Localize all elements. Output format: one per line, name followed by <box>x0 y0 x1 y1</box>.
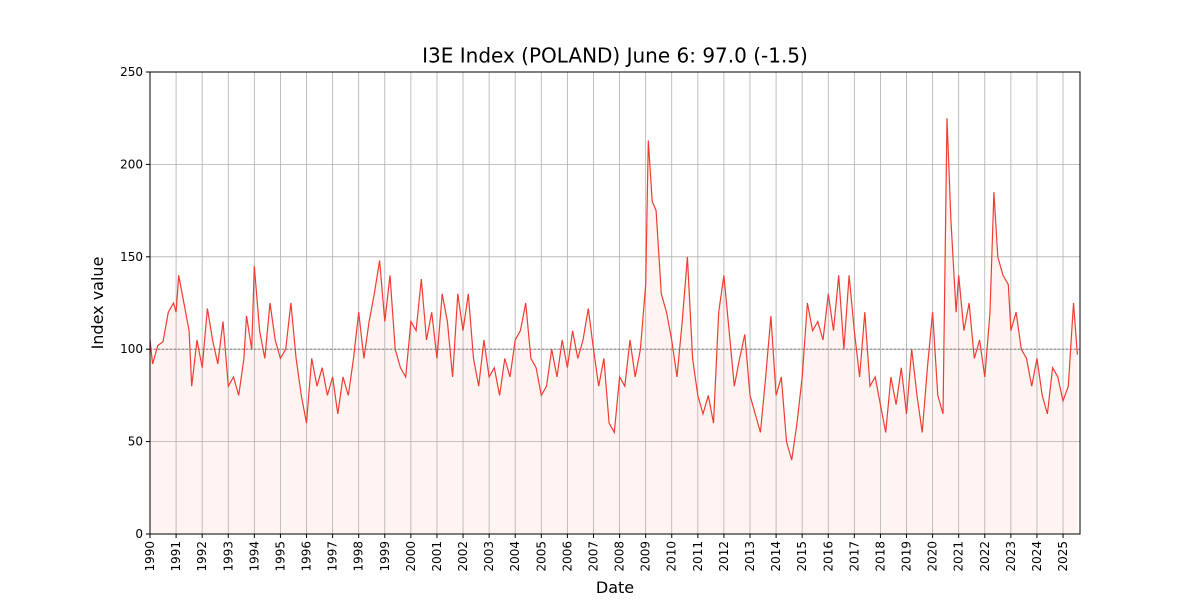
x-axis-label: Date <box>596 578 634 597</box>
x-tick-label: 2024 <box>1030 541 1044 572</box>
x-tick-label: 1995 <box>273 541 287 572</box>
x-tick-label: 2014 <box>769 541 783 572</box>
x-tick-label: 2022 <box>978 541 992 572</box>
x-tick-label: 2020 <box>926 541 940 572</box>
x-tick-label: 2001 <box>430 541 444 572</box>
x-tick-label: 2002 <box>456 541 470 572</box>
data-line <box>149 118 1078 461</box>
chart-title: I3E Index (POLAND) June 6: 97.0 (-1.5) <box>422 44 808 68</box>
y-tick-label: 200 <box>120 157 143 171</box>
x-tick-label: 2007 <box>586 541 600 572</box>
x-tick-label: 2004 <box>508 541 522 572</box>
y-tick-label: 100 <box>120 342 143 356</box>
x-tick-label: 2017 <box>847 541 861 572</box>
x-tick-label: 2013 <box>743 541 757 572</box>
y-tick-label: 150 <box>120 250 143 264</box>
y-tick-label: 250 <box>120 65 143 79</box>
x-tick-label: 2010 <box>665 541 679 572</box>
x-tick-label: 2005 <box>534 541 548 572</box>
x-tick-label: 1997 <box>326 541 340 572</box>
x-tick-label: 2025 <box>1056 541 1070 572</box>
x-tick-label: 1996 <box>300 541 314 572</box>
x-tick-label: 1994 <box>247 541 261 572</box>
x-tick-label: 2008 <box>613 541 627 572</box>
x-tick-label: 2011 <box>691 541 705 572</box>
x-tick-label: 1998 <box>352 541 366 572</box>
x-tick-label: 1993 <box>221 541 235 572</box>
x-tick-label: 2019 <box>900 541 914 572</box>
y-tick-label: 50 <box>128 435 143 449</box>
x-tick-label: 2018 <box>873 541 887 572</box>
x-tick-label: 1991 <box>169 541 183 572</box>
x-tick-label: 2016 <box>821 541 835 572</box>
x-tick-label: 2012 <box>717 541 731 572</box>
x-tick-label: 1992 <box>195 541 209 572</box>
x-tick-label: 2003 <box>482 541 496 572</box>
plot-frame <box>149 71 1081 535</box>
y-tick-label: 0 <box>135 527 143 541</box>
y-axis-label: Index value <box>88 257 107 350</box>
x-tick-label: 1990 <box>143 541 157 572</box>
x-tick-label: 2021 <box>952 541 966 572</box>
x-tick-label: 2015 <box>795 541 809 572</box>
x-tick-label: 2023 <box>1004 541 1018 572</box>
x-tick-label: 2000 <box>404 541 418 572</box>
x-tick-label: 2009 <box>639 541 653 572</box>
area-fill <box>150 118 1078 534</box>
x-tick-label: 1999 <box>378 541 392 572</box>
x-tick-label: 2006 <box>560 541 574 572</box>
